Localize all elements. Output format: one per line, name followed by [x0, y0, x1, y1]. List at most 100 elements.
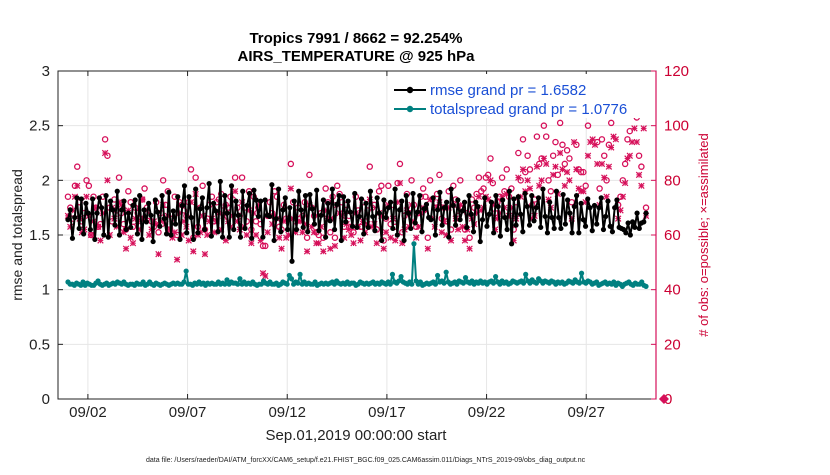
rmse-series-point	[390, 225, 396, 232]
rmse-series-point	[464, 224, 470, 230]
obs-assimilated-point	[287, 185, 295, 192]
rmse-series-point	[578, 200, 584, 206]
rmse-series-point	[643, 210, 649, 216]
rmse-series-point	[249, 235, 255, 241]
obs-possible-point	[331, 234, 339, 241]
rmse-series-point	[410, 190, 416, 197]
obs-assimilated-point	[635, 171, 643, 179]
rmse-series-point	[412, 220, 418, 226]
rmse-series-point	[314, 187, 320, 193]
obs-possible-point	[552, 138, 559, 146]
rmse-series-point	[305, 229, 311, 235]
rmse-series-point	[491, 230, 497, 236]
obs-assimilated-point	[97, 237, 104, 244]
obs-possible-point	[64, 193, 72, 200]
rmse-series-point	[452, 222, 459, 228]
rmse-series-point	[267, 213, 273, 220]
rmse-series-point	[419, 229, 425, 235]
rmse-series-point	[435, 207, 441, 213]
rmse-series-point	[379, 237, 385, 244]
series-layer	[64, 95, 650, 289]
obs-possible-point	[327, 229, 334, 236]
rmse-series-point	[605, 198, 611, 204]
obs-assimilated-point	[561, 182, 569, 190]
rmse-series-point	[284, 226, 291, 233]
rmse-series-point	[92, 236, 98, 242]
rmse-series-point	[457, 217, 463, 223]
x-tick-label: 09/02	[69, 404, 107, 421]
rmse-series-point	[287, 205, 293, 211]
totalspread-series-point	[409, 281, 415, 287]
obs-possible-point	[74, 163, 81, 170]
obs-possible-point	[635, 152, 643, 159]
obs-assimilated-point	[542, 160, 550, 168]
obs-possible-point	[408, 177, 415, 184]
rmse-series-point	[289, 258, 295, 264]
obs-possible-point	[192, 174, 199, 181]
rmse-series-point	[72, 214, 78, 221]
y-tick-label-left: 1.5	[29, 227, 50, 244]
rmse-series-point	[475, 203, 481, 210]
rmse-series-point	[515, 194, 521, 200]
totalspread-series-point	[533, 280, 540, 286]
rmse-series-point	[513, 222, 519, 228]
rmse-series-point	[609, 229, 616, 235]
legend-rmse-label: rmse grand pr = 1.6582	[430, 82, 586, 99]
rmse-series-point	[329, 186, 335, 192]
rmse-series-point	[571, 203, 577, 210]
rmse-series-point	[67, 207, 73, 213]
rmse-series-point	[336, 193, 342, 199]
rmse-series-point	[340, 194, 347, 200]
rmse-series-point	[134, 231, 141, 237]
rmse-series-point	[556, 214, 562, 221]
rmse-series-point	[226, 234, 232, 240]
obs-possible-point	[322, 185, 329, 192]
obs-possible-point	[533, 133, 541, 140]
chart-title-line-1: Tropics 7991 / 8662 = 92.254%	[249, 30, 462, 47]
obs-possible-point	[238, 174, 246, 181]
rmse-series-point	[327, 218, 333, 224]
rmse-series-point	[121, 198, 127, 204]
rmse-series-point	[325, 200, 331, 206]
obs-assimilated-point	[466, 245, 473, 252]
totalspread-series-point	[432, 281, 439, 287]
obs-assimilated-point	[243, 231, 250, 239]
rmse-series-point	[65, 217, 71, 223]
obs-assimilated-point	[248, 239, 255, 247]
rmse-series-point	[184, 230, 190, 236]
y-tick-label-right: 60	[664, 227, 681, 244]
rmse-series-point	[486, 211, 492, 217]
obs-possible-point	[559, 141, 566, 149]
rmse-series-point	[282, 195, 288, 201]
rmse-series-point	[163, 231, 170, 237]
rmse-series-point	[444, 199, 450, 205]
totalspread-series-point	[520, 280, 527, 286]
rmse-series-point	[76, 225, 82, 232]
y-tick-label-right: 20	[664, 336, 681, 353]
obs-assimilated-point	[628, 138, 636, 146]
rmse-series-point	[217, 178, 223, 185]
rmse-series-point	[343, 219, 349, 225]
obs-possible-point	[638, 163, 645, 170]
rmse-series-point	[208, 233, 214, 239]
obs-assimilated-point	[252, 231, 260, 239]
rmse-series-point	[356, 213, 362, 220]
obs-assimilated-point	[373, 239, 380, 247]
y-tick-label-left: 1	[42, 282, 50, 299]
totalspread-series-point	[443, 269, 449, 275]
totalspread-series-point	[284, 281, 290, 287]
rmse-series-point	[632, 224, 638, 230]
rmse-series-point	[112, 222, 118, 228]
obs-assimilated-point	[631, 125, 638, 132]
rmse-series-point	[522, 190, 528, 197]
obs-possible-point	[199, 182, 206, 190]
obs-assimilated-point	[155, 250, 162, 258]
rmse-series-point	[636, 225, 642, 232]
obs-possible-point	[155, 229, 162, 236]
rmse-series-point	[271, 237, 277, 244]
totalspread-series-point	[578, 270, 585, 276]
x-tick-label: 09/27	[567, 404, 605, 421]
rmse-series-point	[130, 202, 136, 209]
rmse-series-point	[107, 198, 114, 204]
y-tick-label-right: 120	[664, 63, 689, 80]
